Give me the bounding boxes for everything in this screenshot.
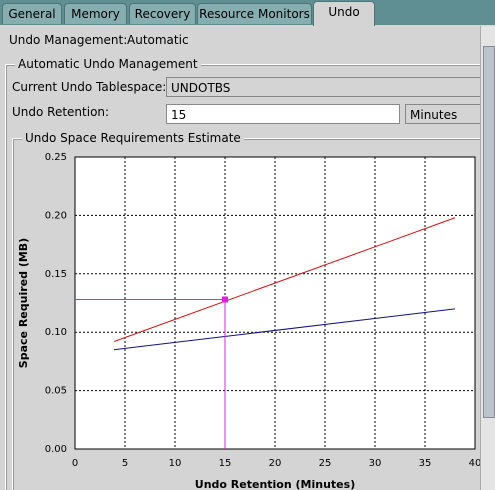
- tab[interactable]: Memory: [64, 3, 127, 24]
- retention-label: Undo Retention:: [12, 105, 110, 119]
- scrollbar[interactable]: [480, 26, 495, 490]
- undo-management-value: Automatic: [127, 33, 189, 47]
- tab[interactable]: Undo: [313, 1, 375, 26]
- group-title: Automatic Undo Management: [15, 57, 201, 71]
- tablespace-field: UNDOTBS: [166, 77, 486, 97]
- group-box: [12, 138, 495, 490]
- tablespace-label: Current Undo Tablespace:: [12, 80, 167, 94]
- retention-input[interactable]: 15: [166, 104, 400, 124]
- scrollbar-thumb[interactable]: [483, 46, 495, 418]
- undo-management-label: Undo Management:: [9, 33, 128, 47]
- unit-dropdown[interactable]: Minutes: [405, 104, 490, 124]
- tab[interactable]: Recovery: [129, 3, 196, 24]
- tab[interactable]: Resource Monitors: [197, 3, 312, 24]
- group-box: [5, 64, 495, 490]
- group-title: Undo Space Requirements Estimate: [22, 131, 244, 145]
- tab[interactable]: General: [2, 3, 62, 24]
